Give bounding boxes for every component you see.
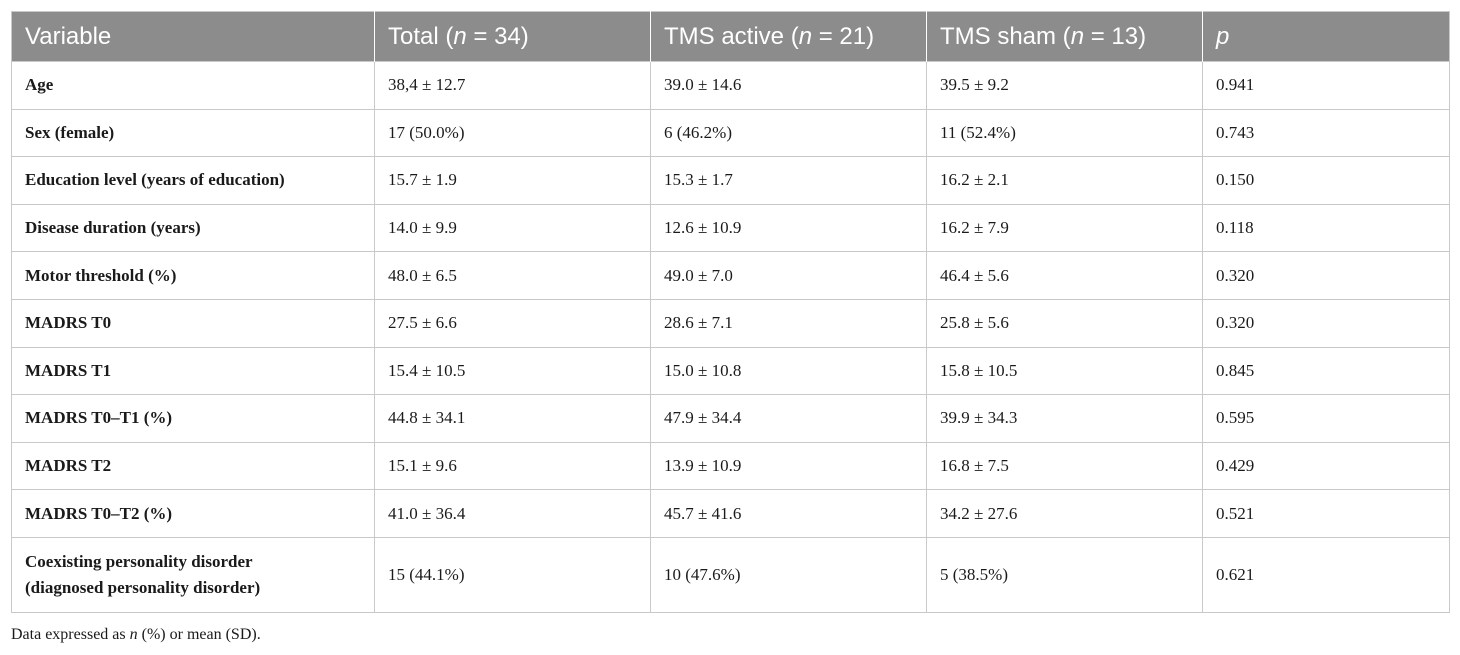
row-active: 13.9 ± 10.9 [650,441,927,491]
row-variable: MADRS T1 [11,346,375,396]
demographics-table-container: Variable Total (n = 34) TMS active (n = … [11,11,1450,613]
row-p-value: 0.320 [1202,298,1450,348]
row-active: 10 (47.6%) [650,536,927,613]
table-row: Education level (years of education) 15.… [11,156,1450,205]
table-row: MADRS T0–T1 (%) 44.8 ± 34.1 47.9 ± 34.4 … [11,394,1450,443]
header-tms-sham: TMS sham (n = 13) [926,11,1203,62]
table-row: Age 38,4 ± 12.7 39.0 ± 14.6 39.5 ± 9.2 0… [11,61,1450,110]
row-variable: MADRS T0–T1 (%) [11,394,375,443]
row-p-value: 0.595 [1202,394,1450,443]
row-active: 47.9 ± 34.4 [650,394,927,443]
row-sham: 15.8 ± 10.5 [926,346,1203,396]
row-sham: 25.8 ± 5.6 [926,298,1203,348]
row-total: 17 (50.0%) [374,108,651,158]
row-variable-line1: Coexisting personality disorder [25,551,253,571]
table-row: MADRS T1 15.4 ± 10.5 15.0 ± 10.8 15.8 ± … [11,346,1450,396]
row-sham: 16.8 ± 7.5 [926,441,1203,491]
row-active: 45.7 ± 41.6 [650,489,927,538]
row-p-value: 0.621 [1202,536,1450,613]
row-variable: Education level (years of education) [11,156,375,205]
row-variable: MADRS T0–T2 (%) [11,489,375,538]
row-active: 15.3 ± 1.7 [650,156,927,205]
row-p-value: 0.521 [1202,489,1450,538]
demographics-table: Variable Total (n = 34) TMS active (n = … [11,11,1450,613]
row-active: 12.6 ± 10.9 [650,203,927,253]
row-total: 44.8 ± 34.1 [374,394,651,443]
row-variable: Sex (female) [11,108,375,158]
row-p-value: 0.320 [1202,251,1450,300]
table-header: Variable Total (n = 34) TMS active (n = … [11,11,1450,62]
row-sham: 39.9 ± 34.3 [926,394,1203,443]
row-total: 15.7 ± 1.9 [374,156,651,205]
table-row: Sex (female) 17 (50.0%) 6 (46.2%) 11 (52… [11,108,1450,158]
row-active: 6 (46.2%) [650,108,927,158]
row-sham: 16.2 ± 7.9 [926,203,1203,253]
row-total: 15.4 ± 10.5 [374,346,651,396]
row-total: 15.1 ± 9.6 [374,441,651,491]
row-sham: 16.2 ± 2.1 [926,156,1203,205]
header-variable: Variable [11,11,375,62]
row-total: 41.0 ± 36.4 [374,489,651,538]
row-total: 27.5 ± 6.6 [374,298,651,348]
table-footnote: Data expressed as n (%) or mean (SD). [11,626,261,643]
table-body: Age 38,4 ± 12.7 39.0 ± 14.6 39.5 ± 9.2 0… [11,61,1450,613]
row-p-value: 0.743 [1202,108,1450,158]
row-variable: Disease duration (years) [11,203,375,253]
row-p-value: 0.150 [1202,156,1450,205]
row-variable-line2: (diagnosed personality disorder) [25,577,261,597]
row-total: 14.0 ± 9.9 [374,203,651,253]
row-sham: 11 (52.4%) [926,108,1203,158]
row-active: 15.0 ± 10.8 [650,346,927,396]
row-sham: 39.5 ± 9.2 [926,61,1203,110]
table-row: Motor threshold (%) 48.0 ± 6.5 49.0 ± 7.… [11,251,1450,300]
row-total: 15 (44.1%) [374,536,651,613]
header-row: Variable Total (n = 34) TMS active (n = … [11,11,1450,62]
row-p-value: 0.429 [1202,441,1450,491]
row-variable: MADRS T0 [11,298,375,348]
table-row: MADRS T0 27.5 ± 6.6 28.6 ± 7.1 25.8 ± 5.… [11,298,1450,348]
header-tms-active: TMS active (n = 21) [650,11,927,62]
row-active: 49.0 ± 7.0 [650,251,927,300]
row-total: 48.0 ± 6.5 [374,251,651,300]
row-variable: Age [11,61,375,110]
table-row: MADRS T2 15.1 ± 9.6 13.9 ± 10.9 16.8 ± 7… [11,441,1450,491]
row-variable: MADRS T2 [11,441,375,491]
row-active: 39.0 ± 14.6 [650,61,927,110]
table-row: Coexisting personality disorder (diagnose… [11,536,1450,613]
header-p-value: p [1202,11,1450,62]
row-total: 38,4 ± 12.7 [374,61,651,110]
row-p-value: 0.941 [1202,61,1450,110]
row-sham: 5 (38.5%) [926,536,1203,613]
row-active: 28.6 ± 7.1 [650,298,927,348]
table-row: MADRS T0–T2 (%) 41.0 ± 36.4 45.7 ± 41.6 … [11,489,1450,538]
row-p-value: 0.118 [1202,203,1450,253]
row-sham: 34.2 ± 27.6 [926,489,1203,538]
row-p-value: 0.845 [1202,346,1450,396]
header-total: Total (n = 34) [374,11,651,62]
row-variable: Coexisting personality disorder (diagnose… [11,536,375,613]
row-sham: 46.4 ± 5.6 [926,251,1203,300]
table-row: Disease duration (years) 14.0 ± 9.9 12.6… [11,203,1450,253]
row-variable: Motor threshold (%) [11,251,375,300]
